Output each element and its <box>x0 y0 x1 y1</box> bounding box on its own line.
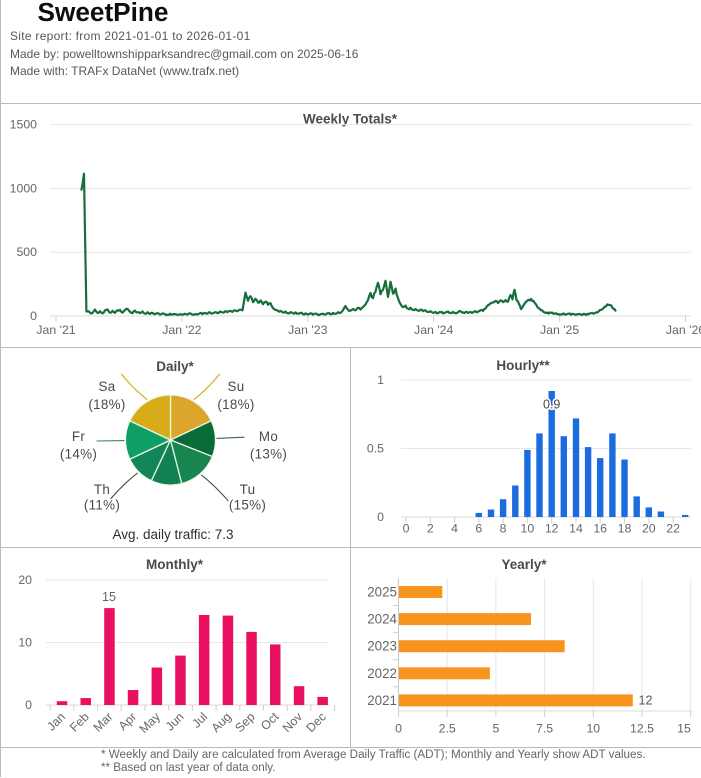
svg-text:15: 15 <box>102 590 116 604</box>
svg-text:4: 4 <box>451 522 458 536</box>
svg-text:Weekly Totals*: Weekly Totals* <box>303 112 398 127</box>
svg-text:Feb: Feb <box>67 710 92 735</box>
svg-text:12: 12 <box>639 694 653 708</box>
svg-text:May: May <box>137 709 164 736</box>
svg-text:2: 2 <box>427 522 434 536</box>
svg-text:2021: 2021 <box>367 693 397 708</box>
svg-text:10: 10 <box>521 522 535 536</box>
svg-text:0: 0 <box>377 510 384 524</box>
svg-text:500: 500 <box>16 245 37 259</box>
svg-text:Jun: Jun <box>163 710 187 734</box>
svg-text:5: 5 <box>492 722 499 736</box>
svg-text:Apr: Apr <box>116 710 139 733</box>
svg-text:Su: Su <box>228 379 245 394</box>
svg-text:Sep: Sep <box>232 710 257 735</box>
svg-text:12.5: 12.5 <box>630 722 654 736</box>
svg-text:16: 16 <box>593 522 607 536</box>
svg-text:1500: 1500 <box>10 118 38 132</box>
svg-text:22: 22 <box>666 522 680 536</box>
svg-text:10: 10 <box>586 722 600 736</box>
svg-text:Avg. daily traffic: 7.3: Avg. daily traffic: 7.3 <box>112 527 233 542</box>
svg-text:20: 20 <box>642 522 656 536</box>
svg-text:0: 0 <box>395 722 402 736</box>
svg-text:Jan '24: Jan '24 <box>414 323 453 337</box>
svg-text:Jul: Jul <box>189 710 210 731</box>
svg-text:2025: 2025 <box>367 585 397 600</box>
svg-text:Mar: Mar <box>91 710 116 735</box>
svg-text:Daily*: Daily* <box>156 359 194 374</box>
svg-text:8: 8 <box>500 522 507 536</box>
svg-text:(14%): (14%) <box>60 447 97 462</box>
svg-text:Jan '21: Jan '21 <box>36 323 75 337</box>
svg-text:6: 6 <box>475 522 482 536</box>
svg-text:Nov: Nov <box>280 709 306 735</box>
svg-text:(11%): (11%) <box>84 498 120 513</box>
svg-text:2.5: 2.5 <box>439 722 456 736</box>
svg-text:0: 0 <box>30 309 37 323</box>
svg-text:Tu: Tu <box>240 482 256 497</box>
svg-text:0.9: 0.9 <box>543 398 560 412</box>
svg-text:(13%): (13%) <box>250 447 287 462</box>
svg-text:(18%): (18%) <box>217 397 254 412</box>
svg-text:12: 12 <box>545 522 559 536</box>
svg-text:Jan '23: Jan '23 <box>288 323 327 337</box>
svg-text:Th: Th <box>94 482 110 497</box>
svg-text:7.5: 7.5 <box>536 722 553 736</box>
svg-text:(18%): (18%) <box>88 397 125 412</box>
svg-text:Monthly*: Monthly* <box>146 557 204 572</box>
svg-text:20: 20 <box>18 573 32 587</box>
svg-text:0.9: 0.9 <box>543 398 560 412</box>
svg-text:Fr: Fr <box>72 429 85 444</box>
svg-text:0: 0 <box>403 522 410 536</box>
svg-text:Jan '25: Jan '25 <box>540 323 579 337</box>
svg-text:Mo: Mo <box>259 429 278 444</box>
svg-text:1000: 1000 <box>10 181 38 195</box>
svg-text:Jan '22: Jan '22 <box>162 323 201 337</box>
svg-text:18: 18 <box>618 522 632 536</box>
svg-text:10: 10 <box>18 636 32 650</box>
svg-text:14: 14 <box>569 522 583 536</box>
svg-text:2023: 2023 <box>367 639 397 654</box>
svg-text:2022: 2022 <box>367 666 397 681</box>
svg-text:0.5: 0.5 <box>367 442 384 456</box>
svg-text:Jan '26: Jan '26 <box>666 323 701 337</box>
svg-text:15: 15 <box>677 722 691 736</box>
svg-text:Aug: Aug <box>209 710 234 735</box>
svg-text:Hourly**: Hourly** <box>496 358 550 373</box>
svg-text:Dec: Dec <box>303 710 328 735</box>
svg-text:2024: 2024 <box>367 612 397 627</box>
svg-text:(15%): (15%) <box>229 498 266 513</box>
svg-text:1: 1 <box>377 373 384 387</box>
svg-text:Oct: Oct <box>258 709 282 733</box>
svg-text:Jan: Jan <box>44 710 68 734</box>
svg-text:Sa: Sa <box>99 379 116 394</box>
svg-text:0: 0 <box>25 698 32 712</box>
svg-text:Yearly*: Yearly* <box>501 557 547 572</box>
